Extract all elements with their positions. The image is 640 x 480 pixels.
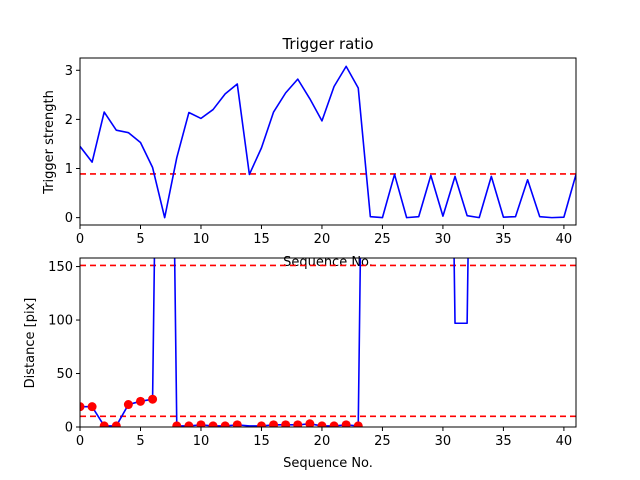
y-axis-label: Distance [pix]: [23, 298, 38, 389]
x-tick-label: 40: [556, 232, 573, 247]
data-point-marker: [305, 419, 315, 427]
data-point-marker: [329, 421, 339, 427]
data-point-marker: [80, 402, 85, 412]
data-point-marker: [196, 420, 206, 427]
chart-title: Trigger ratio: [281, 35, 373, 53]
distance-chart: Distance [pix] Sequence No. 0 5 10 15 20 25 30…: [23, 257, 577, 471]
x-tick-label: 10: [193, 434, 210, 449]
x-tick-label: 35: [495, 232, 512, 247]
x-tick-label: 0: [76, 232, 84, 247]
axes-frame: [79, 257, 577, 428]
data-point-marker: [87, 402, 97, 412]
x-tick-label: 15: [253, 232, 270, 247]
series-line-0: [80, 258, 469, 427]
x-tick-label: 30: [435, 232, 452, 247]
data-point-marker: [293, 420, 303, 427]
data-point-marker: [281, 420, 291, 427]
data-point-marker: [135, 396, 145, 406]
x-tick-label: 10: [193, 232, 210, 247]
data-point-marker: [269, 420, 279, 427]
series-line-0: [80, 65, 576, 219]
data-point-marker: [208, 421, 218, 427]
x-tick-label: 0: [76, 434, 84, 449]
data-point-marker: [99, 421, 109, 427]
data-point-marker: [341, 420, 351, 427]
data-point-marker: [172, 421, 182, 427]
x-tick-label: 5: [136, 232, 144, 247]
x-tick-label: 25: [374, 232, 391, 247]
y-tick-label: 0: [65, 421, 73, 436]
data-point-marker: [123, 400, 133, 410]
plot-area: [80, 258, 576, 427]
data-point-marker: [148, 394, 158, 404]
x-tick-label: 15: [253, 434, 270, 449]
plot-area: [80, 65, 576, 219]
axes-frame: [79, 57, 577, 226]
data-point-marker: [220, 421, 230, 427]
x-tick-label: 30: [435, 434, 452, 449]
data-point-marker: [111, 421, 121, 427]
x-tick-label: 35: [495, 434, 512, 449]
x-tick-label: 25: [374, 434, 391, 449]
y-tick-label: 50: [56, 367, 73, 382]
x-tick-label: 40: [556, 434, 573, 449]
y-tick-label: 150: [48, 260, 73, 275]
y-tick-label: 1: [65, 162, 73, 177]
x-tick-label: 20: [314, 434, 331, 449]
x-tick-label: 20: [314, 232, 331, 247]
y-tick-label: 3: [65, 64, 73, 79]
data-point-marker: [232, 420, 242, 427]
x-tick-label: 5: [136, 434, 144, 449]
y-tick-label: 0: [65, 211, 73, 226]
trigger-ratio-chart: Trigger ratio Trigger strength Sequence …: [42, 35, 577, 270]
data-point-marker: [256, 421, 266, 427]
y-tick-label: 100: [48, 314, 73, 329]
y-tick-label: 2: [65, 113, 73, 128]
data-point-marker: [317, 421, 327, 427]
x-axis-label: Sequence No.: [283, 456, 373, 471]
data-point-marker: [353, 421, 363, 427]
y-axis-label: Trigger strength: [42, 90, 57, 195]
data-point-marker: [184, 421, 194, 427]
